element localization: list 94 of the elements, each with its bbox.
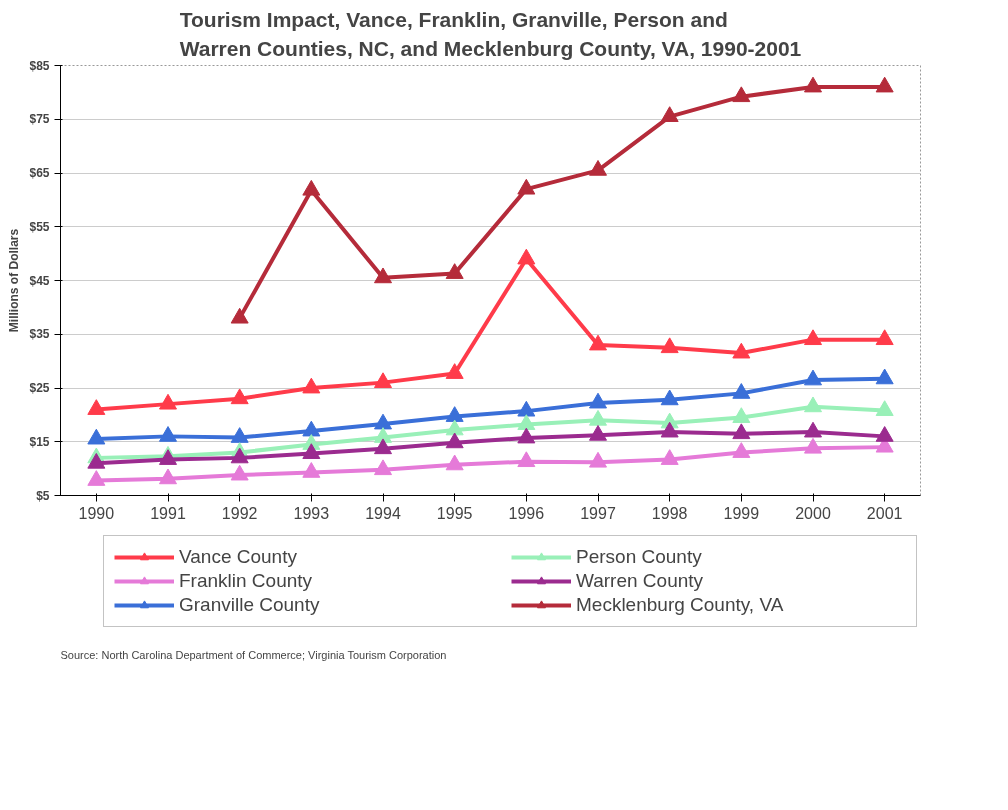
point [445, 263, 464, 279]
point [732, 383, 751, 399]
point [159, 426, 177, 442]
point [804, 369, 822, 386]
point [517, 451, 536, 468]
point [517, 178, 536, 195]
point [660, 449, 679, 465]
legend-label: Franklin County [179, 570, 314, 592]
legend-label: Vance County [179, 546, 298, 568]
point [159, 393, 177, 410]
y-axis-title: Millions of Dollars [7, 228, 22, 333]
point [804, 421, 822, 438]
y-tick-label: $45 [29, 273, 50, 288]
point [230, 447, 249, 464]
legend-label: Mecklenburg County, VA [576, 594, 785, 616]
x-tick-label: 1998 [651, 504, 688, 522]
x-tick-label: 1995 [436, 504, 473, 522]
point [804, 396, 822, 413]
point [875, 400, 894, 416]
point [660, 337, 679, 354]
point [875, 368, 894, 385]
point [732, 407, 751, 423]
y-tick-label: $25 [29, 381, 50, 395]
point [517, 427, 536, 444]
x-tick-label: 1992 [221, 504, 258, 522]
legend-label: Warren County [576, 570, 705, 592]
point [445, 406, 464, 422]
x-tick-label: 2001 [866, 504, 903, 522]
x-tick-label: 1993 [293, 504, 330, 522]
point [374, 413, 392, 430]
x-tick-label: 1994 [365, 504, 401, 522]
point [517, 414, 536, 430]
point [589, 451, 607, 468]
x-tick-label: 1990 [78, 504, 115, 522]
point [87, 399, 106, 415]
point [374, 459, 392, 476]
chart-title: Tourism Impact, Vance, Franklin, Granville, Person and Warren Counties, NC, and Mecklenburg County, VA, 1990-2001 [179, 7, 802, 61]
y-tick-label: $35 [29, 327, 50, 342]
point [660, 421, 679, 438]
point [87, 470, 106, 486]
y-tick-label: $5 [36, 488, 50, 503]
point [804, 437, 822, 454]
point [445, 419, 464, 436]
point [302, 179, 321, 196]
point [732, 86, 751, 103]
point [875, 76, 894, 93]
y-tick-label: $75 [29, 112, 50, 127]
legend-label: Person County [576, 546, 703, 568]
point [302, 443, 321, 459]
y-tick-label: $15 [29, 434, 50, 449]
point [589, 424, 607, 441]
x-tick-label: 1991 [150, 504, 186, 522]
point [732, 442, 751, 458]
y-tick-label: $65 [29, 166, 50, 180]
point [159, 468, 177, 485]
point [302, 420, 321, 437]
point [159, 449, 177, 465]
point [230, 464, 249, 481]
point [589, 334, 607, 351]
y-tick-label: $55 [29, 219, 50, 234]
point [445, 432, 464, 449]
point [660, 106, 679, 122]
point [374, 427, 392, 443]
point [302, 377, 321, 394]
point [804, 329, 822, 346]
point [230, 388, 249, 405]
x-tick-label: 1999 [723, 504, 760, 522]
point [302, 462, 321, 478]
source-note: Source: North Carolina Department of Commerce; Virginia Tourism Corporation [60, 648, 447, 661]
point [732, 342, 751, 359]
point [875, 426, 894, 442]
x-tick-label: 1997 [580, 504, 616, 522]
point [445, 454, 464, 471]
point [660, 389, 679, 406]
point [732, 423, 751, 440]
x-tick-label: 1996 [508, 504, 545, 522]
point [445, 363, 464, 379]
point [230, 307, 249, 324]
point [517, 400, 536, 417]
legend-label: Granville County [179, 594, 321, 616]
point [589, 160, 607, 176]
point [374, 267, 392, 284]
point [875, 329, 894, 346]
point [374, 438, 392, 455]
point [374, 372, 392, 389]
x-tick-label: 2000 [795, 504, 831, 522]
point [87, 428, 106, 445]
point [517, 248, 536, 265]
point [589, 409, 607, 426]
point [804, 76, 822, 93]
point [589, 392, 607, 409]
point [87, 452, 106, 469]
y-tick-label: $85 [29, 58, 50, 73]
point [230, 427, 249, 443]
